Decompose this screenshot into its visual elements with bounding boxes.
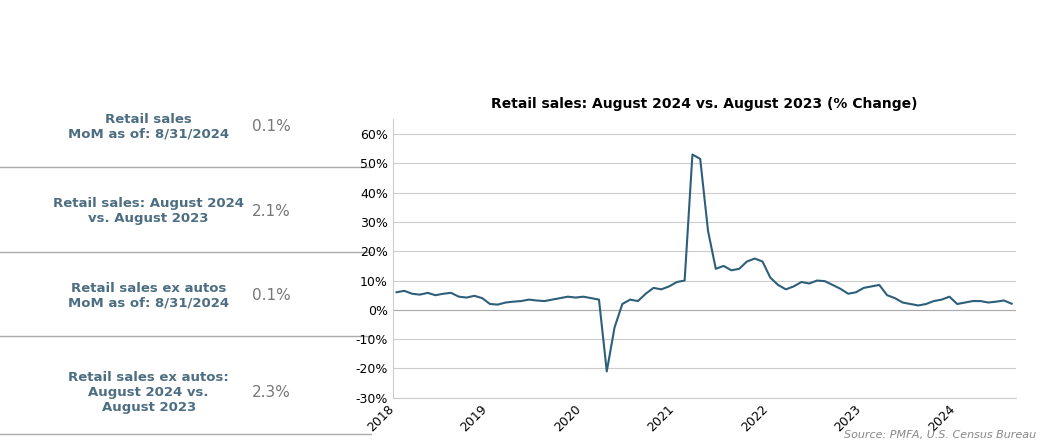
Text: Source: PMFA, U.S. Census Bureau: Source: PMFA, U.S. Census Bureau bbox=[844, 430, 1037, 440]
Text: Retail sales ex autos:
August 2024 vs.
August 2023: Retail sales ex autos: August 2024 vs. A… bbox=[68, 370, 229, 414]
Text: 2.1%: 2.1% bbox=[252, 204, 291, 219]
Text: 0.1%: 0.1% bbox=[252, 119, 291, 134]
Text: Retail sales ex autos
MoM as of: 8/31/2024: Retail sales ex autos MoM as of: 8/31/20… bbox=[68, 282, 229, 310]
Text: 0.1%: 0.1% bbox=[252, 288, 291, 303]
Text: Retail sales
MoM as of: 8/31/2024: Retail sales MoM as of: 8/31/2024 bbox=[68, 113, 229, 141]
Text: Retail sales: August 2024
vs. August 2023: Retail sales: August 2024 vs. August 202… bbox=[53, 197, 244, 225]
Text: 2.3%: 2.3% bbox=[252, 385, 291, 400]
Title: Retail sales: August 2024 vs. August 2023 (% Change): Retail sales: August 2024 vs. August 202… bbox=[491, 97, 917, 111]
Text: RETAIL SALES: RETAIL SALES bbox=[417, 15, 630, 43]
